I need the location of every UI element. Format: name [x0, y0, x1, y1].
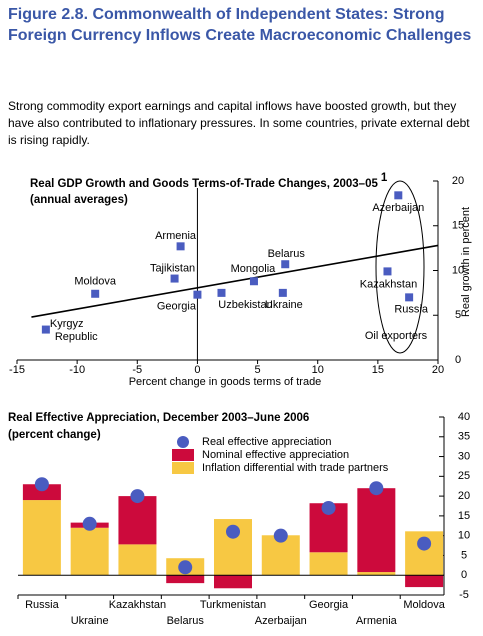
bar-segment	[118, 496, 157, 545]
bar-segment	[22, 500, 61, 576]
bar-segment	[357, 572, 396, 576]
bar-segment	[22, 484, 61, 501]
x-tick-label: Azerbaijan	[255, 615, 307, 627]
y-tick-label: 10	[458, 530, 470, 542]
annotation: Oil exporters	[365, 330, 428, 342]
bar-segment	[357, 488, 396, 573]
x-tick-label: Russia	[25, 599, 60, 611]
trend-line	[31, 244, 439, 318]
point-label: Armenia	[155, 230, 197, 242]
x-tick-label: 5	[255, 364, 261, 376]
bar-segment	[70, 527, 109, 576]
x-tick-label: 10	[312, 364, 324, 376]
title-note: 1	[381, 172, 388, 184]
dot	[178, 560, 193, 575]
point-label: Mongolia	[231, 263, 277, 275]
legend-swatch	[172, 449, 194, 461]
x-tick-label: -5	[132, 364, 142, 376]
bar-segment	[405, 575, 444, 588]
y-tick-label: 25	[458, 470, 470, 482]
legend-label: Inflation differential with trade partne…	[202, 462, 389, 474]
point-label: Uzbekistan	[218, 299, 272, 311]
legend-dot	[177, 436, 189, 448]
point	[394, 191, 403, 200]
bar-segment	[214, 575, 252, 589]
dot	[369, 481, 384, 496]
point	[278, 288, 287, 297]
x-axis-label: Percent change in goods terms of trade	[129, 376, 322, 388]
point	[170, 274, 179, 283]
dot	[321, 500, 336, 515]
point-label: Kazakhstan	[360, 278, 417, 290]
dot	[82, 516, 97, 531]
y-tick-label: -5	[459, 589, 469, 601]
point	[281, 260, 290, 269]
x-tick-label: -15	[9, 364, 25, 376]
chart-title: Real GDP Growth and Goods Terms-of-Trade…	[30, 178, 378, 190]
x-tick-label: Ukraine	[71, 615, 109, 627]
point	[91, 289, 100, 298]
y-tick-label: 10	[452, 264, 464, 276]
x-tick-label: Georgia	[309, 599, 349, 611]
x-tick-label: Turkmenistan	[200, 599, 266, 611]
point	[383, 267, 392, 276]
figure-title: Figure 2.8. Commonwealth of Independent …	[8, 6, 472, 44]
point-label: Russia	[394, 303, 429, 315]
point-label-box: Kyrgyz Republic	[49, 317, 98, 343]
x-tick-label: 0	[194, 364, 200, 376]
x-tick-label: Armenia	[356, 615, 398, 627]
bar-segment	[118, 544, 157, 576]
y-tick-label: 0	[461, 569, 467, 581]
y-axis-label: Real growth in percent	[460, 207, 472, 317]
dot	[417, 536, 432, 551]
y-tick-label: 35	[458, 431, 470, 443]
oil-exporters-ellipse	[375, 180, 425, 354]
y-tick-label: 5	[461, 549, 467, 561]
chart-title: Real Effective Appreciation, December 20…	[8, 412, 309, 424]
legend-label: Real effective appreciation	[202, 436, 331, 448]
y-tick-label: 5	[455, 309, 461, 321]
y-tick-label: 0	[455, 354, 461, 366]
point	[405, 293, 414, 302]
point-label: Azerbaijan	[372, 202, 424, 214]
x-tick-label: Kazakhstan	[109, 599, 166, 611]
y-tick-label: 30	[458, 450, 470, 462]
point-label: Kyrgyz Republic	[49, 317, 98, 343]
legend-label: Nominal effective appreciation	[202, 449, 349, 461]
point	[41, 325, 50, 334]
point-label: Belarus	[268, 248, 306, 260]
dot	[34, 477, 49, 492]
figure-subtitle: Strong commodity export earnings and cap…	[8, 99, 470, 147]
legend-swatch	[172, 462, 194, 474]
chart-subtitle: (percent change)	[8, 429, 101, 441]
point	[176, 242, 185, 251]
y-tick-label: 15	[452, 220, 464, 232]
point-label: Georgia	[157, 301, 197, 313]
bar-segment	[166, 575, 205, 584]
point-label: Tajikistan	[150, 262, 195, 274]
x-tick-label: -10	[69, 364, 85, 376]
x-tick-label: 15	[372, 364, 384, 376]
y-tick-label: 20	[458, 490, 470, 502]
chart-subtitle: (annual averages)	[30, 194, 128, 206]
point-label: Moldova	[74, 276, 116, 288]
dot	[130, 489, 145, 504]
dot	[226, 524, 240, 539]
y-tick-label: 20	[452, 175, 464, 187]
y-tick-label: 40	[458, 411, 470, 423]
bar-segment	[309, 552, 348, 576]
y-tick-label: 15	[458, 510, 470, 522]
point-label: Ukraine	[265, 299, 303, 311]
x-tick-label: 20	[432, 364, 444, 376]
point	[193, 290, 202, 299]
dot	[273, 528, 288, 543]
x-tick-label: Belarus	[167, 615, 205, 627]
point	[217, 288, 226, 297]
x-tick-label: Moldova	[403, 599, 445, 611]
point	[249, 277, 258, 286]
